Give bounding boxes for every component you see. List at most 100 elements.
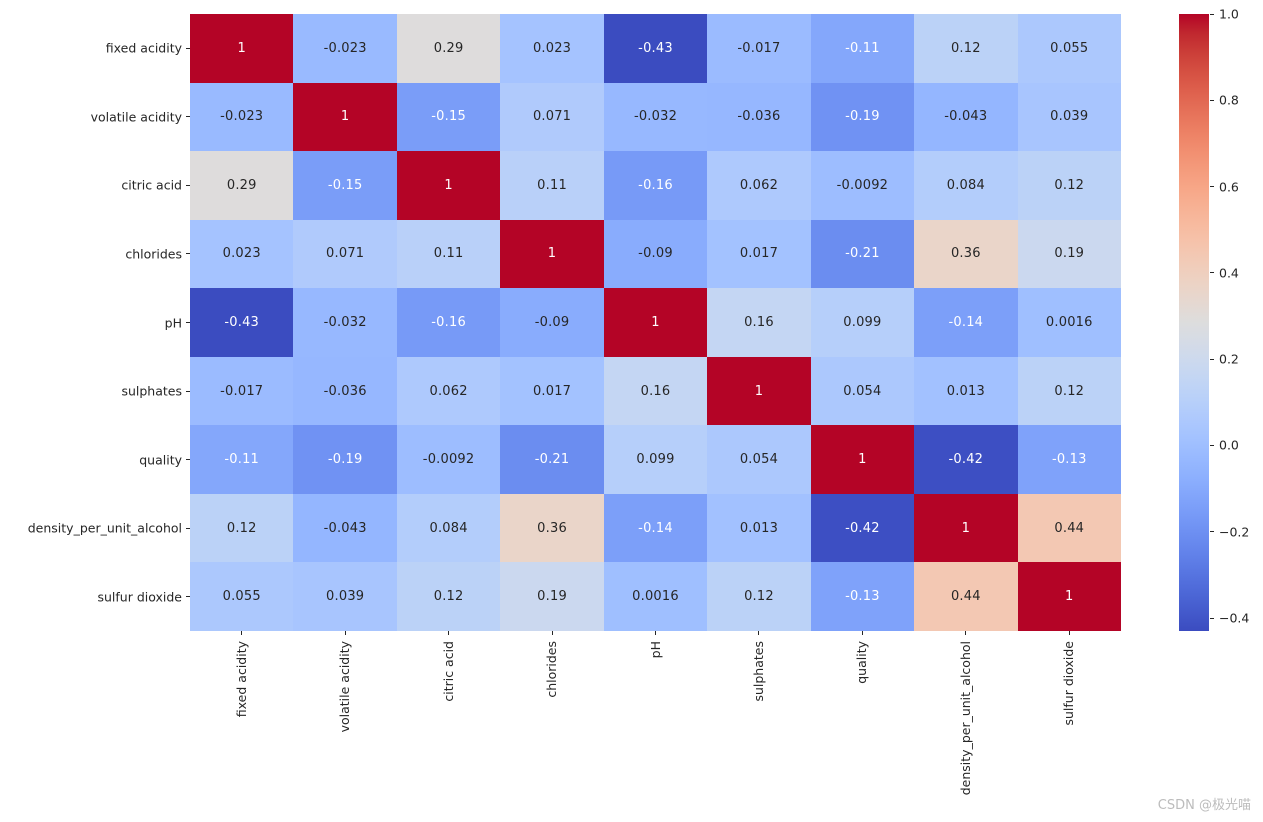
heatmap-cell: -0.032 xyxy=(293,288,397,357)
heatmap-cell: 0.013 xyxy=(707,493,811,563)
cell-value: 0.36 xyxy=(950,246,981,262)
heatmap-cell: 0.055 xyxy=(1017,14,1121,83)
cell-value: 0.0016 xyxy=(1045,314,1093,330)
heatmap-cell: 0.29 xyxy=(396,14,501,83)
colorbar-tick-mark xyxy=(1210,13,1214,15)
y-tick-mark xyxy=(186,116,190,118)
heatmap-cell: 0.12 xyxy=(1017,151,1121,220)
heatmap-cell: 0.023 xyxy=(500,14,604,83)
heatmap-grid: 1 -0.023 0.29 0.023 -0.43 -0.017 -0.11 0.12 0.05… xyxy=(190,14,1121,631)
colorbar-tick-label: −0.2 xyxy=(1219,524,1250,540)
x-tick-mark xyxy=(758,631,760,635)
heatmap-cell: 0.054 xyxy=(707,425,811,494)
y-tick-label: pH xyxy=(164,315,182,330)
x-tick-label: chlorides xyxy=(544,641,560,698)
cell-value: 0.039 xyxy=(326,589,365,605)
heatmap-cell: 0.071 xyxy=(500,82,604,152)
heatmap-cell: 0.12 xyxy=(914,14,1018,83)
heatmap-cell: 1 xyxy=(500,219,604,289)
cell-value: -0.017 xyxy=(220,383,264,399)
heatmap-cell: 0.36 xyxy=(914,219,1018,289)
colorbar-tick-label: 0.8 xyxy=(1219,92,1239,108)
heatmap-cell: -0.43 xyxy=(603,14,708,83)
cell-value: -0.15 xyxy=(327,177,363,193)
cell-value: 0.023 xyxy=(532,40,572,56)
y-tick-label: density_per_unit_alcohol xyxy=(27,520,182,536)
x-tick-label: density_per_unit_alcohol xyxy=(957,641,973,796)
heatmap-cell: 0.19 xyxy=(1017,219,1121,289)
cell-value: 0.0016 xyxy=(632,589,679,605)
colorbar-tick-label: 1.0 xyxy=(1219,6,1239,22)
y-tick-mark xyxy=(186,596,190,598)
y-tick-label: volatile acidity xyxy=(90,109,182,125)
heatmap-cell: 0.12 xyxy=(1017,356,1121,426)
colorbar-tick-label: 0.6 xyxy=(1219,179,1239,195)
cell-value: -0.0092 xyxy=(836,177,889,193)
colorbar-tick-label: 0.0 xyxy=(1219,437,1239,453)
cell-value: 0.023 xyxy=(222,246,261,262)
x-tick-label: quality xyxy=(854,641,870,684)
cell-value: 0.013 xyxy=(946,383,985,399)
heatmap-cell: -0.42 xyxy=(914,425,1018,494)
cell-value: 1 xyxy=(237,40,246,56)
heatmap-cell: -0.036 xyxy=(707,82,811,152)
cell-value: 0.055 xyxy=(222,589,261,605)
y-tick-label: fixed acidity xyxy=(105,40,182,56)
heatmap-cell: -0.09 xyxy=(603,219,708,289)
cell-value: -0.043 xyxy=(944,109,988,125)
colorbar-tick-mark xyxy=(1210,99,1214,101)
cell-value: 0.44 xyxy=(1054,520,1085,536)
heatmap-cell: -0.043 xyxy=(293,493,397,563)
cell-value: -0.09 xyxy=(534,314,570,330)
x-tick-mark xyxy=(344,631,346,635)
heatmap-cell: 0.12 xyxy=(190,493,294,563)
colorbar-tick-mark xyxy=(1210,272,1214,274)
cell-value: 0.19 xyxy=(537,589,567,605)
y-tick-label: sulfur dioxide xyxy=(97,589,182,605)
cell-value: 1 xyxy=(340,109,350,125)
cell-value: -0.15 xyxy=(431,109,466,125)
cell-value: -0.19 xyxy=(845,109,880,125)
heatmap-cell: -0.023 xyxy=(190,82,294,152)
x-tick-mark xyxy=(1068,631,1070,635)
heatmap-cell: 0.12 xyxy=(707,562,811,631)
heatmap-cell: 0.084 xyxy=(396,493,501,563)
heatmap-cell: -0.43 xyxy=(190,288,294,357)
heatmap-cell: 0.084 xyxy=(914,151,1018,220)
cell-value: 0.11 xyxy=(537,177,567,193)
cell-value: 0.017 xyxy=(532,383,572,399)
y-tick-mark xyxy=(186,322,190,323)
y-tick-label: citric acid xyxy=(121,177,182,193)
heatmap-cell: 1 xyxy=(190,14,294,83)
cell-value: -0.043 xyxy=(323,520,367,536)
x-tick-mark xyxy=(241,631,243,635)
heatmap-cell: -0.0092 xyxy=(396,425,501,494)
cell-value: 0.099 xyxy=(843,314,882,330)
cell-value: 0.36 xyxy=(537,520,567,536)
cell-value: 0.084 xyxy=(946,177,985,193)
y-tick-mark xyxy=(186,253,190,255)
heatmap-cell: -0.043 xyxy=(914,82,1018,152)
cell-value: 0.12 xyxy=(433,589,464,605)
heatmap-cell: 0.039 xyxy=(293,562,397,631)
heatmap-cell: -0.11 xyxy=(190,425,294,494)
heatmap-cell: -0.09 xyxy=(500,288,604,357)
cell-value: 0.071 xyxy=(532,109,572,125)
x-tick-mark xyxy=(448,631,450,635)
cell-value: 0.19 xyxy=(1054,246,1085,262)
x-tick-label: volatile acidity xyxy=(337,641,353,733)
heatmap-cell: 1 xyxy=(707,356,811,426)
cell-value: 0.29 xyxy=(226,177,257,193)
cell-value: 0.29 xyxy=(433,40,464,56)
cell-value: -0.14 xyxy=(948,314,984,330)
cell-value: -0.13 xyxy=(845,589,880,605)
x-tick-label: sulfur dioxide xyxy=(1061,641,1077,726)
cell-value: -0.11 xyxy=(845,40,880,56)
cell-value: 1 xyxy=(858,452,867,468)
heatmap-cell: -0.14 xyxy=(914,288,1018,357)
heatmap-cell: 0.0016 xyxy=(603,562,708,631)
cell-value: -0.19 xyxy=(327,452,363,468)
cell-value: 0.039 xyxy=(1050,109,1089,125)
heatmap-cell: 0.11 xyxy=(500,151,604,220)
heatmap-cell: -0.14 xyxy=(603,493,708,563)
